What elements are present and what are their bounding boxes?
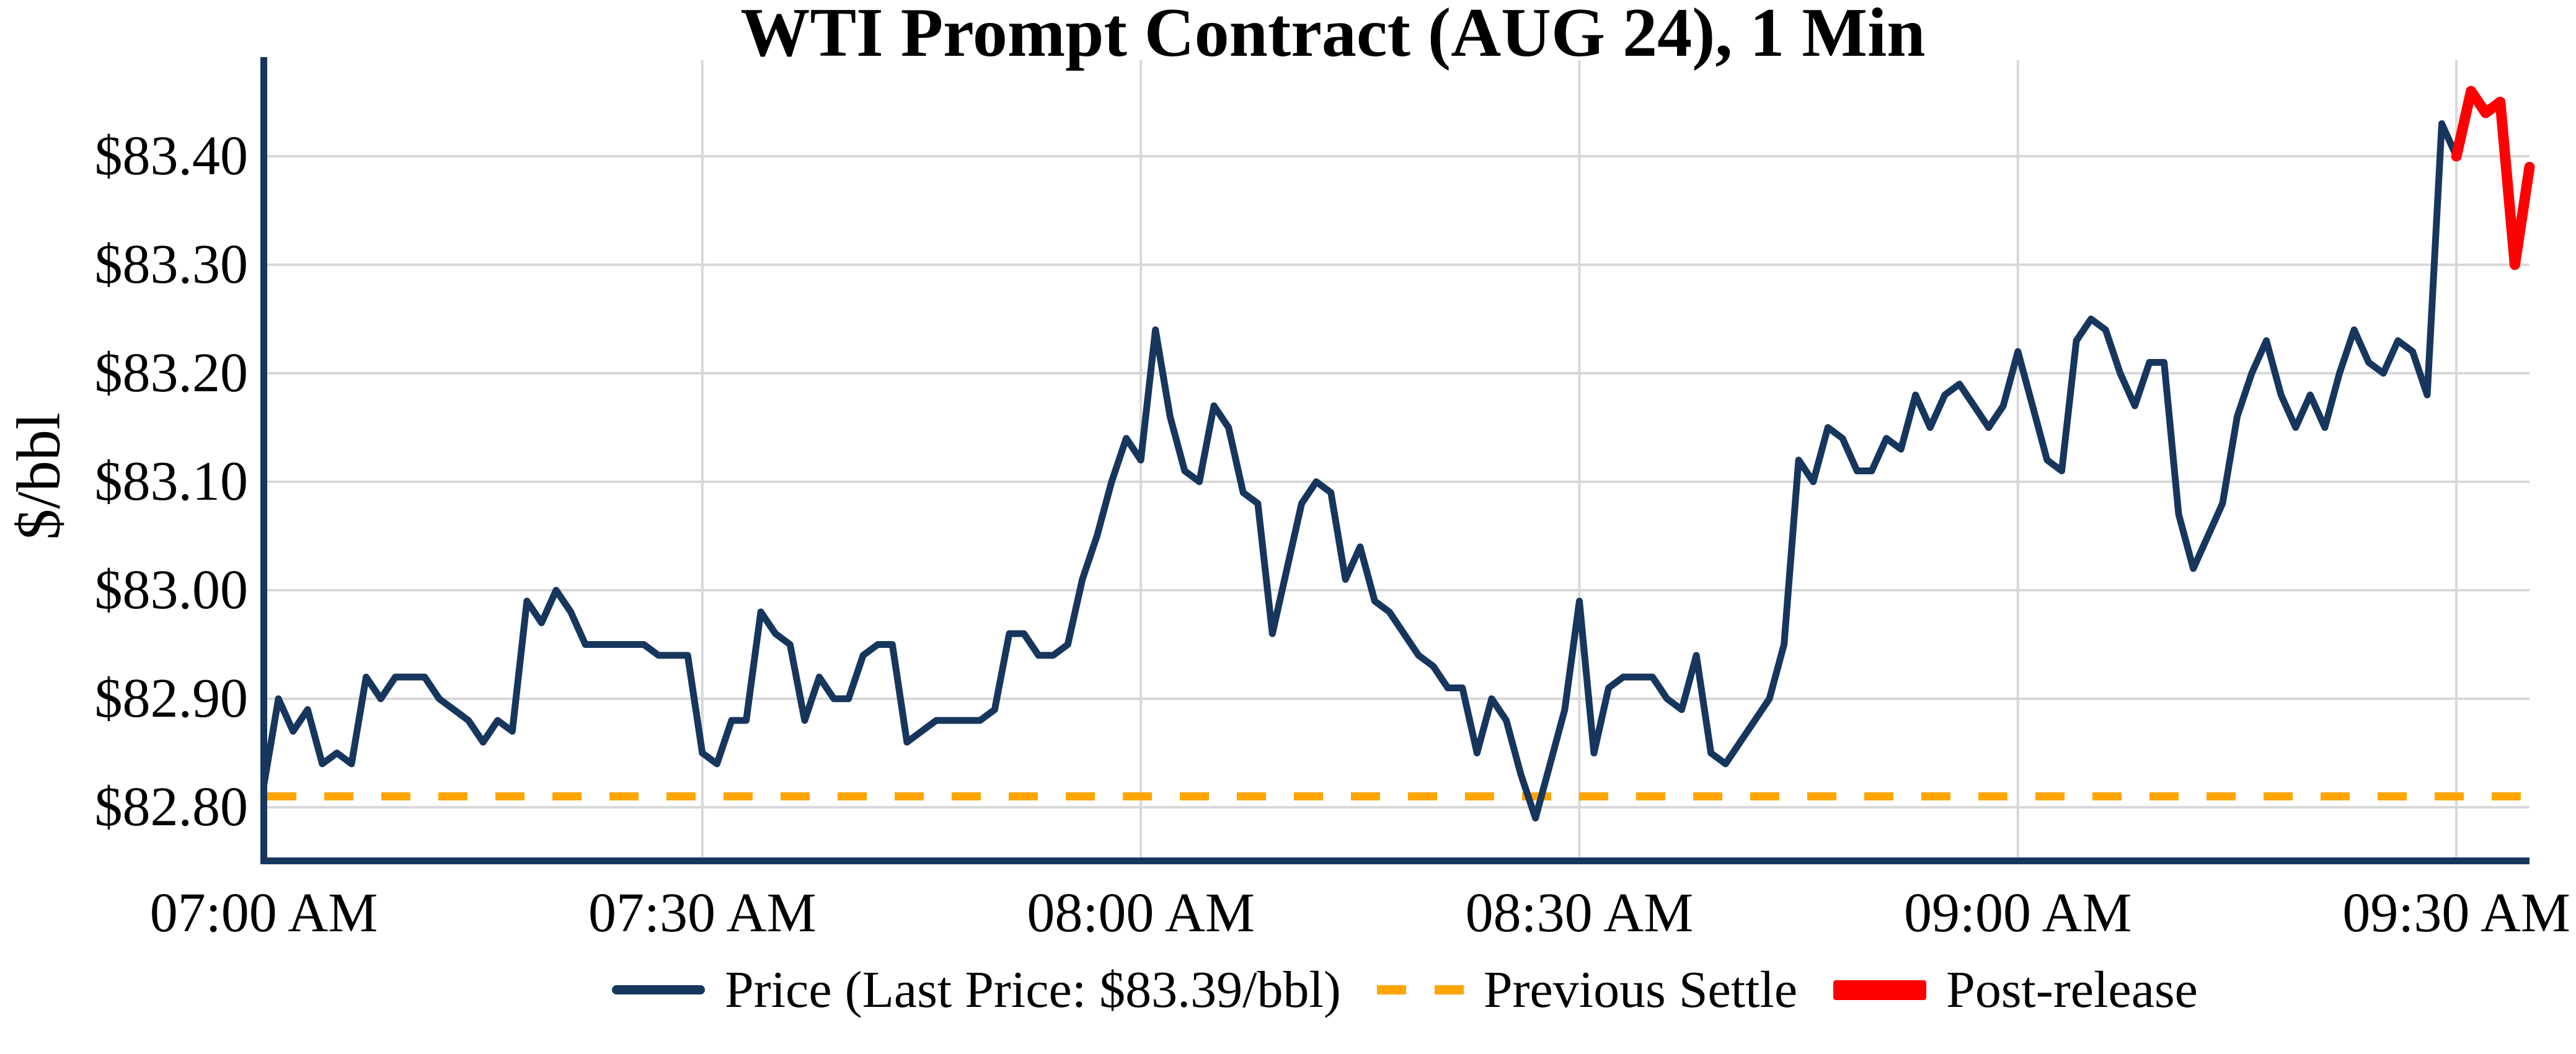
legend-price-label: Price (Last Price: $83.39/bbl) — [725, 961, 1341, 1019]
x-tick-label: 07:30 AM — [588, 882, 817, 944]
post-release-line — [2451, 86, 2535, 270]
y-tick-label: $82.90 — [94, 668, 249, 729]
y-tick-label: $83.30 — [94, 234, 249, 295]
price-line — [260, 120, 2460, 822]
gridlines — [267, 60, 2530, 857]
legend-settle-label: Previous Settle — [1483, 961, 1798, 1019]
legend-item-price: Price (Last Price: $83.39/bbl) — [612, 960, 1341, 1020]
legend-item-post-release: Post-release — [1833, 960, 2198, 1020]
y-tick-label: $82.80 — [94, 776, 249, 838]
legend-post-label: Post-release — [1946, 961, 2198, 1019]
x-tick-label: 07:00 AM — [149, 882, 378, 944]
post-release-swatch — [1833, 980, 1927, 1000]
settle-dash-swatch — [1376, 985, 1464, 994]
chart-title: WTI Prompt Contract (AUG 24), 1 Min — [740, 0, 1926, 71]
y-tick-label: $83.00 — [94, 559, 249, 621]
legend: Price (Last Price: $83.39/bbl) Previous … — [612, 960, 2198, 1020]
y-axis-spine — [260, 57, 267, 864]
x-tick-label: 09:00 AM — [1904, 882, 2132, 944]
x-axis-spine — [260, 857, 2530, 864]
x-tick-label: 08:00 AM — [1027, 882, 1255, 944]
y-tick-label: $83.40 — [94, 125, 249, 187]
y-tick-label: $83.20 — [94, 342, 249, 404]
x-tick-label: 08:30 AM — [1465, 882, 1694, 944]
legend-item-settle: Previous Settle — [1376, 960, 1798, 1020]
y-tick-label: $83.10 — [94, 451, 249, 512]
price-line-swatch — [612, 985, 706, 994]
x-tick-label: 09:30 AM — [2342, 882, 2570, 944]
